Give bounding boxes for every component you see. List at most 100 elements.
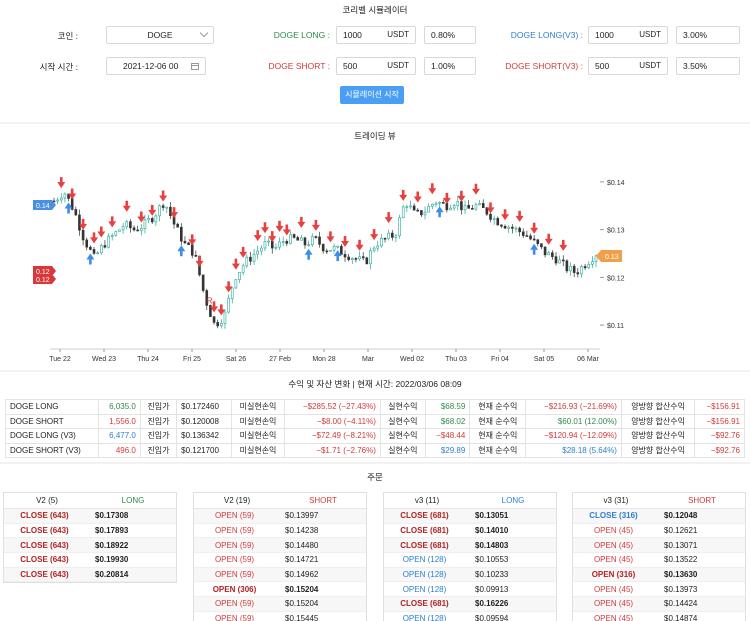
order-row: OPEN (128) $0.10553: [384, 553, 556, 568]
order-price: $0.12621: [664, 526, 698, 536]
order-price: $0.10553: [475, 555, 509, 565]
candle-body: [420, 210, 423, 216]
summary-real: −$48.44: [424, 428, 471, 444]
candle-body: [438, 201, 441, 204]
order-row: OPEN (59) $0.14962: [194, 567, 366, 583]
order-row: CLOSE (643) $0.17308: [4, 509, 176, 524]
sell-arrow-icon: [544, 233, 553, 245]
candle-body: [110, 235, 114, 237]
order-price: $0.10233: [475, 570, 509, 580]
candle-body: [121, 226, 125, 231]
sell-arrow-icon: [275, 220, 284, 232]
summary-both: −$156.91: [694, 399, 745, 415]
candle-body: [565, 260, 569, 272]
summary-unreal-label: 미실현손익: [230, 428, 286, 444]
sell-arrow-icon: [148, 204, 157, 216]
order-card-side: SHORT: [309, 496, 337, 505]
order-type: OPEN (45): [593, 614, 634, 621]
x-tick-label: Wed 23: [92, 356, 116, 363]
doge-shortv3-pct-input[interactable]: 3.50%: [676, 57, 740, 75]
candle-body: [292, 234, 296, 238]
candle-body: [209, 305, 212, 317]
doge-shortv3-label: DOGE SHORT(V3) :: [505, 61, 583, 71]
summary-row: DOGE LONG 6,035.0 진입가 $0.172460 미실현손익 −$285.5…: [4, 399, 745, 415]
candle-body: [594, 255, 598, 263]
doge-short-amount-input[interactable]: 500 USDT: [336, 57, 416, 75]
summary-real-label: 실현수익: [379, 413, 426, 429]
summary-entry: $0.120008: [176, 413, 232, 429]
summary-entry-label: 진입가: [139, 413, 178, 429]
summary-name: DOGE SHORT: [4, 413, 100, 429]
doge-long-amount-input[interactable]: 1000 USDT: [336, 26, 416, 44]
doge-short-pct-input[interactable]: 1.00%: [424, 57, 476, 75]
doge-longv3-pct-input[interactable]: 3.00%: [676, 26, 740, 44]
summary-qty: 1,556.0: [98, 413, 141, 429]
summary-name: DOGE LONG (V3): [4, 428, 100, 444]
order-type: CLOSE (643): [20, 570, 69, 580]
candle-body: [591, 261, 594, 265]
summary-panel: 수익 및 자산 변화 | 현재 시간: 2022/03/06 08:09 DOG…: [0, 372, 750, 462]
candle-body: [154, 215, 158, 223]
order-price: $0.18922: [95, 540, 129, 550]
doge-long-pct-value: 0.80%: [431, 30, 456, 40]
candle-body: [529, 235, 532, 240]
doge-longv3-unit: USDT: [639, 30, 661, 39]
doge-shortv3-amount-input[interactable]: 500 USDT: [588, 57, 668, 75]
trading-chart[interactable]: Tue 22 Wed 23 Thu 24 Fri 25 Sat 26 27 Feb Mon …: [0, 124, 750, 370]
doge-longv3-amount-value: 1000: [595, 30, 614, 40]
candle-body: [252, 253, 256, 262]
candle-body: [540, 243, 543, 248]
summary-both-label: 양방향 합산수익: [620, 428, 696, 444]
start-time-input[interactable]: 2021-12-06 00: [106, 57, 206, 75]
order-type: CLOSE (681): [400, 511, 449, 521]
candle-body: [147, 218, 150, 221]
sell-arrow-icon: [282, 224, 291, 236]
candle-body: [107, 235, 110, 248]
order-row: OPEN (316) $0.13630: [573, 567, 745, 583]
candle-body: [441, 201, 445, 204]
candle-body: [463, 205, 467, 211]
start-simulation-button[interactable]: 시뮬레이션 시작: [340, 86, 404, 104]
candle-body: [580, 266, 583, 275]
candle-body: [234, 279, 238, 289]
candle-body: [383, 237, 387, 240]
summary-qty: 496.0: [98, 442, 141, 458]
summary-real: $29.89: [424, 442, 471, 458]
summary-qty: 6,477.0: [98, 428, 141, 444]
candle-body: [89, 246, 92, 250]
sell-arrow-icon: [159, 190, 168, 202]
summary-qty: 6,035.0: [98, 399, 141, 415]
candle-body: [289, 234, 292, 244]
candle-body: [434, 202, 438, 205]
price-tag: [33, 274, 56, 284]
order-price: $0.19930: [95, 555, 129, 565]
candle-body: [369, 250, 372, 265]
coin-select-value: DOGE: [147, 30, 173, 40]
summary-row: DOGE SHORT (V3) 496.0 진입가 $0.121700 미실현손익 −$1…: [4, 442, 745, 458]
doge-longv3-amount-input[interactable]: 1000 USDT: [588, 26, 668, 44]
x-tick-label: Tue 22: [49, 356, 71, 363]
candle-body: [456, 201, 460, 206]
order-row: OPEN (59) $0.14721: [194, 553, 366, 568]
summary-table: DOGE LONG 6,035.0 진입가 $0.172460 미실현손익 −$285.5…: [4, 399, 745, 458]
summary-both: −$92.76: [694, 428, 745, 444]
buy-arrow-icon: [333, 250, 342, 262]
candle-body: [150, 218, 154, 223]
x-tick-label: Mar: [362, 356, 375, 363]
candle-body: [329, 250, 332, 252]
coin-select[interactable]: DOGE: [106, 26, 214, 44]
candle-body: [409, 205, 412, 208]
doge-long-pct-input[interactable]: 0.80%: [424, 26, 476, 44]
orders-title: 주문: [367, 472, 383, 482]
x-tick-label: Sat 26: [226, 356, 246, 363]
order-row: CLOSE (643) $0.18922: [4, 538, 176, 554]
order-type: OPEN (45): [593, 526, 634, 536]
summary-entry: $0.121700: [176, 442, 232, 458]
candle-body: [452, 205, 456, 209]
candle-body: [551, 252, 554, 257]
sell-arrow-icon: [370, 229, 379, 241]
candle-body: [569, 265, 572, 272]
sell-arrow-icon: [530, 222, 539, 234]
order-row: OPEN (45) $0.14874: [573, 612, 745, 621]
candle-body: [561, 259, 565, 262]
